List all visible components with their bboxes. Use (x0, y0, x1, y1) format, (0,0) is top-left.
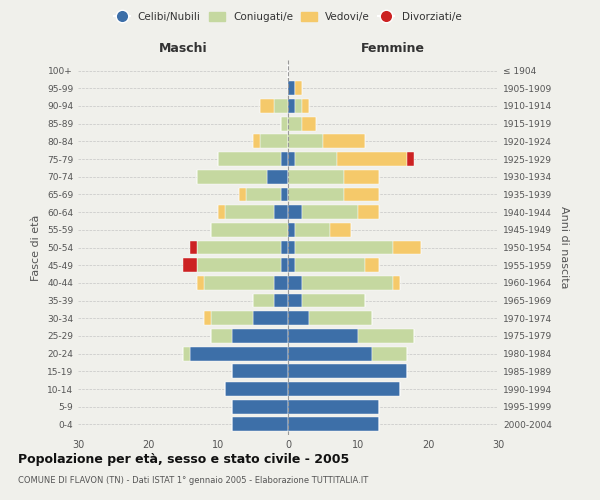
Legend: Celibi/Nubili, Coniugati/e, Vedovi/e, Divorziati/e: Celibi/Nubili, Coniugati/e, Vedovi/e, Di… (110, 8, 466, 26)
Bar (288, 418, 379, 432)
Bar (393, 276, 400, 290)
Bar (288, 240, 295, 254)
Bar (232, 418, 288, 432)
Bar (295, 99, 302, 113)
Bar (281, 240, 288, 254)
Bar (253, 134, 260, 148)
Bar (288, 312, 309, 325)
Bar (204, 276, 274, 290)
Bar (239, 188, 246, 202)
Bar (288, 134, 323, 148)
Bar (274, 99, 288, 113)
Bar (225, 382, 288, 396)
Bar (372, 346, 407, 360)
Bar (295, 82, 302, 95)
Y-axis label: Anni di nascita: Anni di nascita (559, 206, 569, 289)
Bar (197, 170, 267, 183)
Bar (288, 188, 344, 202)
Text: Maschi: Maschi (158, 42, 208, 54)
Bar (393, 240, 421, 254)
Bar (323, 134, 365, 148)
Bar (295, 152, 337, 166)
Bar (309, 312, 372, 325)
Bar (288, 258, 295, 272)
Bar (344, 170, 379, 183)
Bar (288, 117, 302, 130)
Bar (288, 223, 295, 236)
Bar (288, 152, 295, 166)
Bar (197, 240, 281, 254)
Bar (246, 188, 281, 202)
Bar (288, 329, 358, 343)
Bar (358, 329, 414, 343)
Text: Femmine: Femmine (361, 42, 425, 54)
Bar (253, 312, 288, 325)
Bar (211, 223, 288, 236)
Bar (190, 240, 197, 254)
Bar (330, 223, 351, 236)
Bar (232, 364, 288, 378)
Text: Popolazione per età, sesso e stato civile - 2005: Popolazione per età, sesso e stato civil… (18, 452, 349, 466)
Bar (183, 258, 197, 272)
Bar (281, 188, 288, 202)
Bar (288, 276, 302, 290)
Bar (288, 170, 344, 183)
Bar (253, 294, 274, 308)
Bar (211, 312, 253, 325)
Bar (232, 400, 288, 413)
Bar (295, 240, 393, 254)
Bar (288, 400, 379, 413)
Bar (288, 82, 295, 95)
Bar (358, 205, 379, 219)
Bar (288, 364, 407, 378)
Bar (225, 205, 274, 219)
Bar (295, 223, 330, 236)
Bar (288, 99, 295, 113)
Bar (274, 205, 288, 219)
Bar (295, 258, 365, 272)
Bar (232, 329, 288, 343)
Y-axis label: Fasce di età: Fasce di età (31, 214, 41, 280)
Bar (260, 134, 288, 148)
Bar (288, 205, 302, 219)
Bar (267, 170, 288, 183)
Bar (337, 152, 407, 166)
Bar (302, 117, 316, 130)
Bar (218, 152, 281, 166)
Bar (260, 99, 274, 113)
Text: COMUNE DI FLAVON (TN) - Dati ISTAT 1° gennaio 2005 - Elaborazione TUTTITALIA.IT: COMUNE DI FLAVON (TN) - Dati ISTAT 1° ge… (18, 476, 368, 485)
Bar (211, 329, 232, 343)
Bar (197, 258, 281, 272)
Bar (365, 258, 379, 272)
Bar (190, 346, 288, 360)
Bar (288, 382, 400, 396)
Bar (281, 117, 288, 130)
Bar (274, 294, 288, 308)
Bar (218, 205, 225, 219)
Bar (281, 258, 288, 272)
Bar (197, 276, 204, 290)
Bar (302, 294, 365, 308)
Bar (204, 312, 211, 325)
Bar (274, 276, 288, 290)
Bar (281, 152, 288, 166)
Bar (407, 152, 414, 166)
Bar (344, 188, 379, 202)
Bar (302, 99, 309, 113)
Bar (288, 346, 372, 360)
Bar (183, 346, 190, 360)
Bar (288, 294, 302, 308)
Bar (302, 276, 393, 290)
Bar (302, 205, 358, 219)
